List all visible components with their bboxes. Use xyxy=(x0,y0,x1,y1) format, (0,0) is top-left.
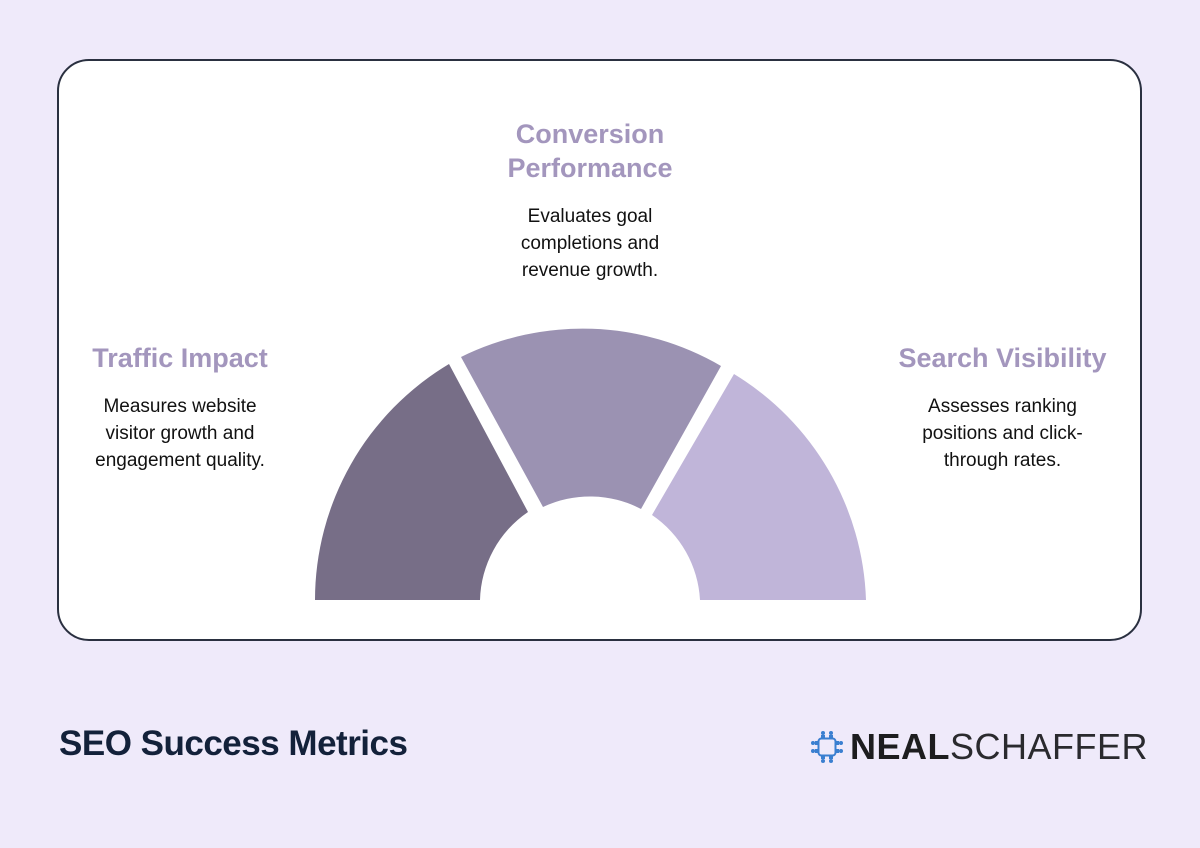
segment-conversion-performance xyxy=(461,328,721,509)
desc-line: engagement quality. xyxy=(95,450,265,471)
desc-line: completions and xyxy=(520,233,660,254)
desc-line: positions and click- xyxy=(922,423,1083,444)
search-visibility-description: Assesses ranking positions and click- th… xyxy=(880,393,1125,474)
brand-name-bold: NEAL xyxy=(850,726,950,767)
desc-line: Evaluates goal xyxy=(527,206,653,227)
segment-search-visibility xyxy=(652,374,866,600)
conversion-performance-block: Conversion Performance Evaluates goal co… xyxy=(470,117,710,284)
brand-name-light: SCHAFFER xyxy=(950,726,1149,767)
search-visibility-block: Search Visibility Assesses ranking posit… xyxy=(880,341,1125,474)
title-line: Performance xyxy=(507,153,673,183)
page-title: SEO Success Metrics xyxy=(59,724,408,763)
conversion-performance-description: Evaluates goal completions and revenue g… xyxy=(470,203,710,284)
desc-line: Assesses ranking xyxy=(928,396,1077,417)
conversion-performance-title: Conversion Performance xyxy=(470,117,710,185)
desc-line: Measures website xyxy=(103,396,257,417)
brand-logo: NEALSCHAFFER xyxy=(810,725,1148,769)
people-network-icon xyxy=(811,731,843,763)
traffic-impact-block: Traffic Impact Measures website visitor … xyxy=(60,341,300,474)
desc-line: visitor growth and xyxy=(105,423,255,444)
desc-line: revenue growth. xyxy=(521,260,659,281)
brand-name: NEALSCHAFFER xyxy=(850,726,1148,768)
search-visibility-title: Search Visibility xyxy=(898,343,1107,373)
segment-traffic-impact xyxy=(315,364,528,600)
title-line: Conversion xyxy=(515,119,665,149)
traffic-impact-title: Traffic Impact xyxy=(92,343,268,373)
traffic-impact-description: Measures website visitor growth and enga… xyxy=(60,393,300,474)
desc-line: through rates. xyxy=(943,450,1062,471)
